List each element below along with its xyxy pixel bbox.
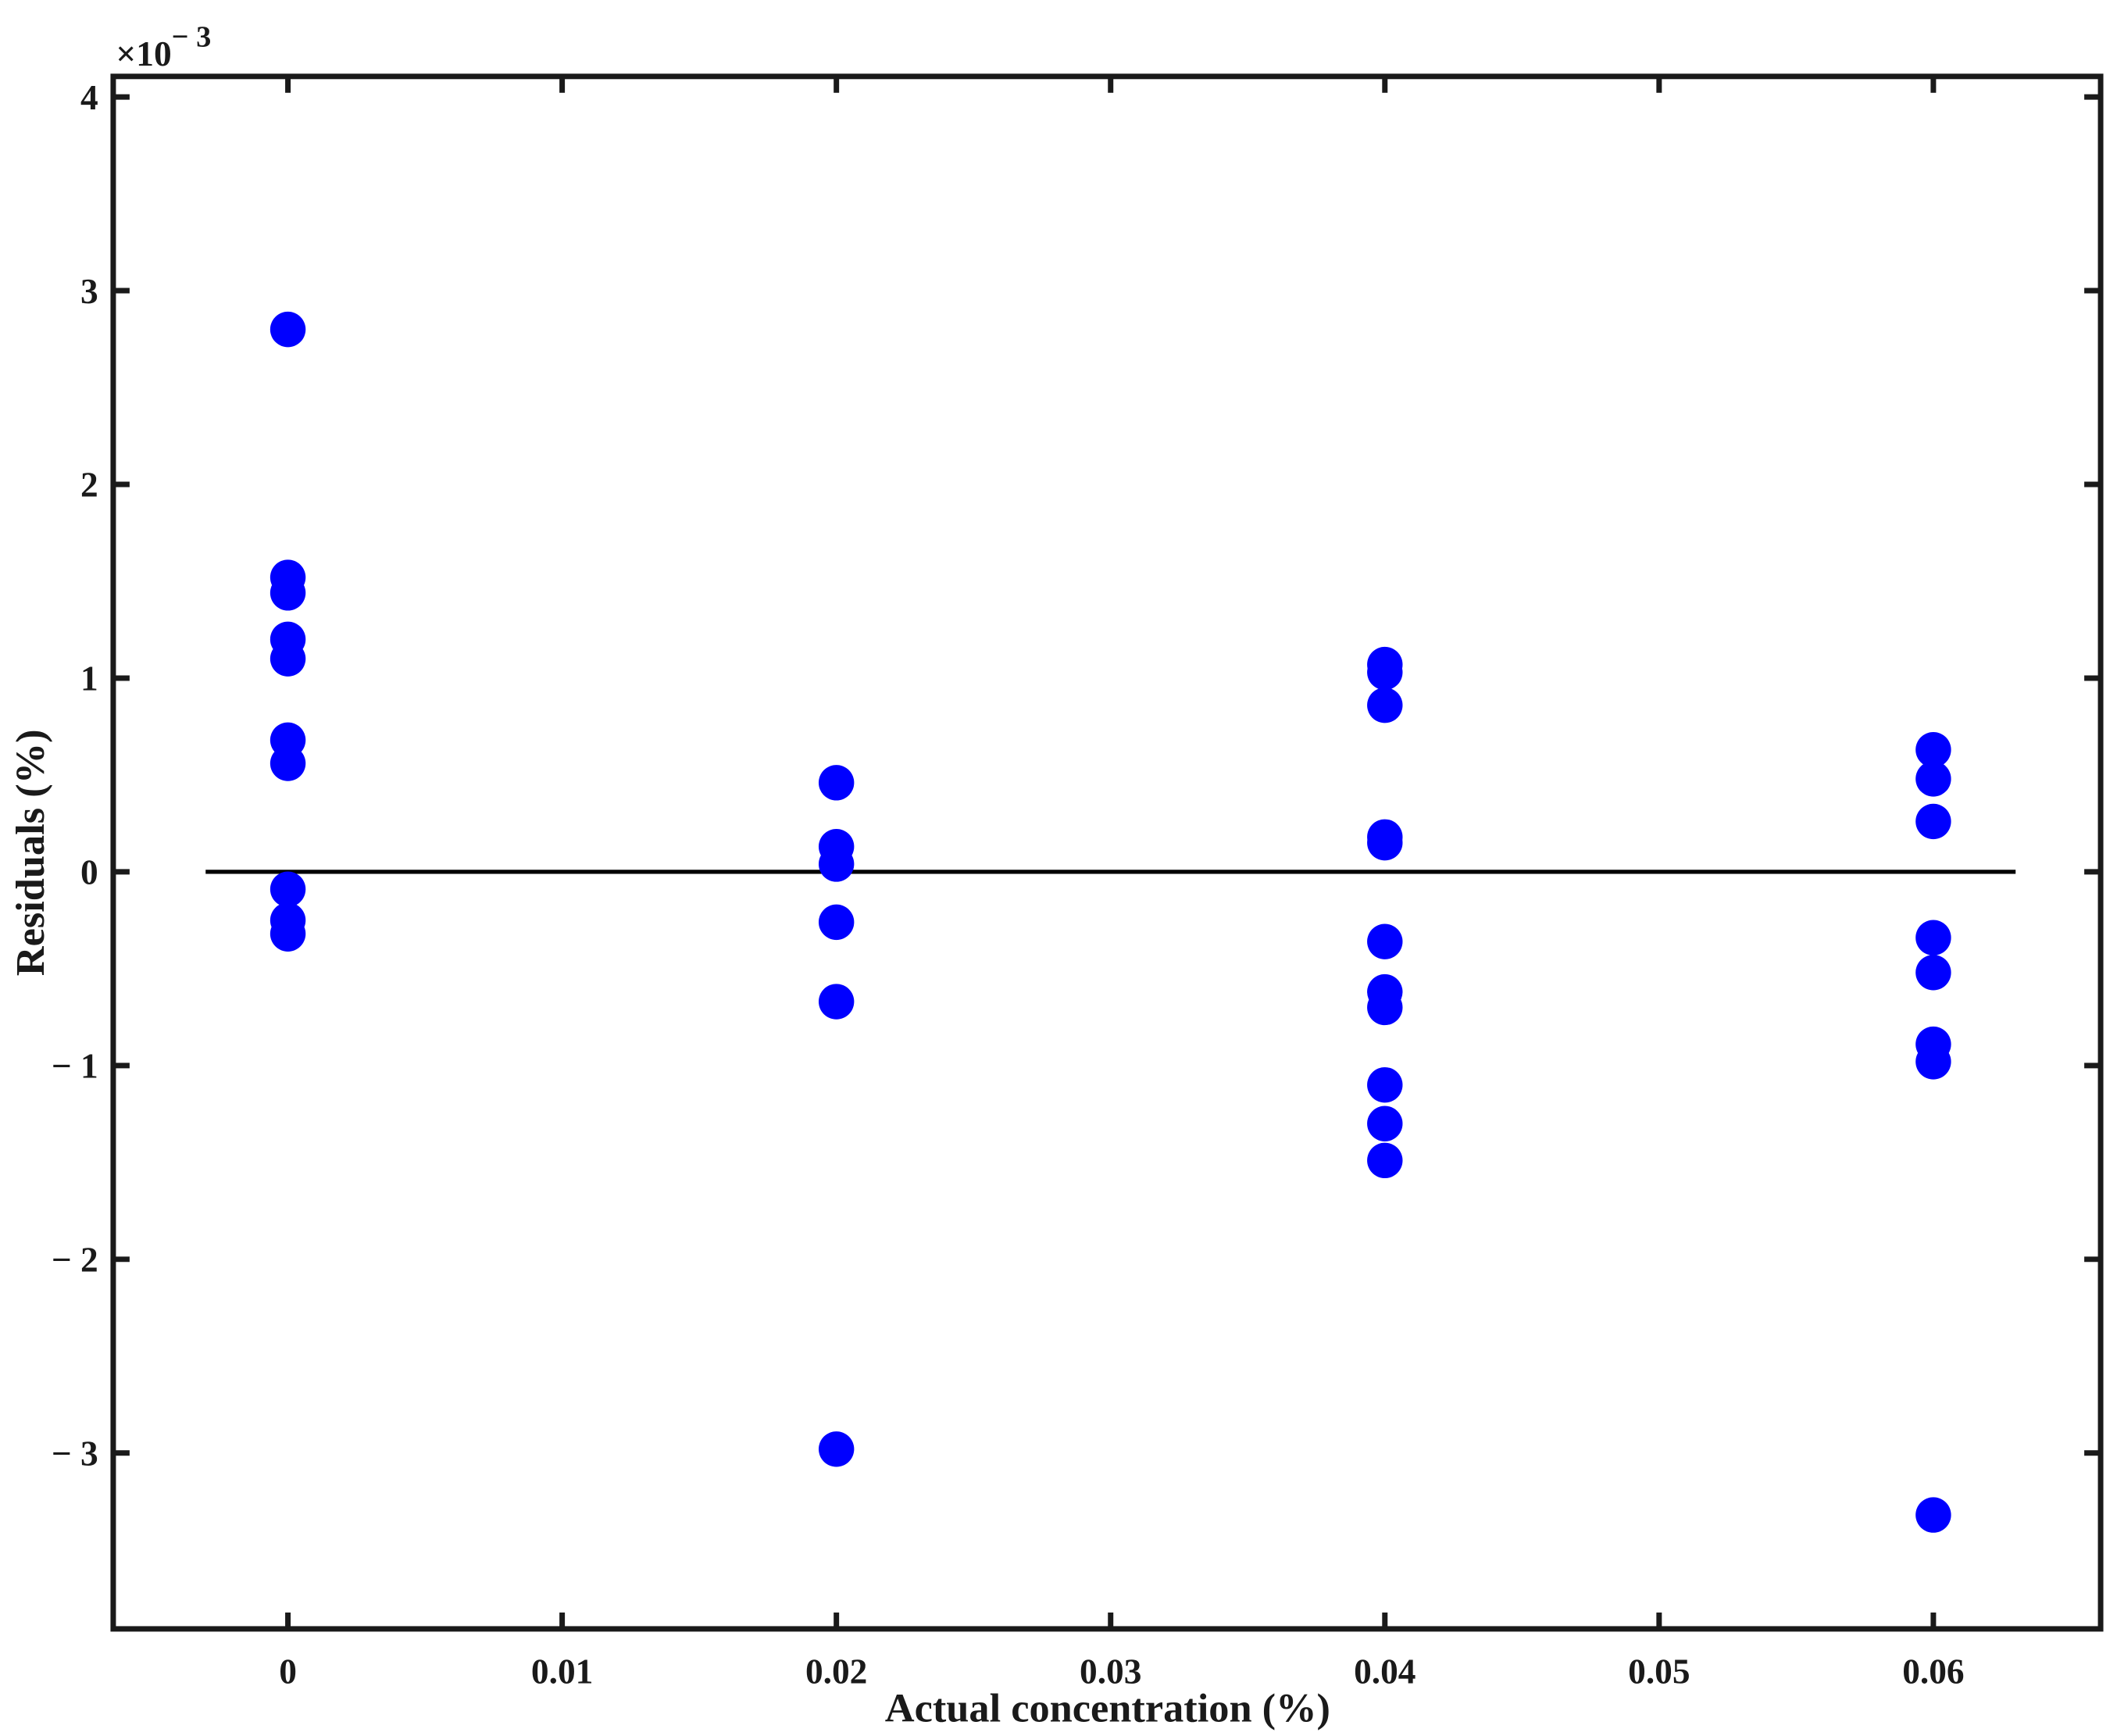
y-tick-label: − 3 [52, 1434, 98, 1473]
y-tick-label: 2 [80, 466, 98, 505]
point [1915, 761, 1951, 797]
point [270, 575, 306, 611]
x-tick-label: 0.05 [1628, 1652, 1690, 1691]
point [1915, 1044, 1951, 1080]
point [270, 641, 306, 677]
point [1915, 803, 1951, 840]
y-tick-label: − 2 [52, 1241, 98, 1280]
y-tick-label: 3 [80, 272, 98, 311]
point [1367, 1142, 1403, 1179]
point [818, 904, 855, 941]
point [1367, 654, 1403, 691]
point [270, 871, 306, 907]
y-tick-label: 4 [80, 78, 98, 117]
y-tick-label: 1 [80, 659, 98, 698]
y-multiplier: ×10− 3 [116, 20, 211, 73]
point [1367, 923, 1403, 959]
point [1915, 731, 1951, 768]
point [1915, 920, 1951, 956]
plot-frame [110, 73, 2104, 1632]
point [818, 984, 855, 1020]
multiplier-base: ×10 [116, 34, 171, 73]
point [1367, 989, 1403, 1026]
point [1915, 1497, 1951, 1533]
x-tick-label: 0 [279, 1652, 297, 1691]
multiplier-exponent: − 3 [172, 20, 212, 53]
point [1367, 687, 1403, 723]
point [270, 745, 306, 781]
x-tick-label: 0.03 [1080, 1652, 1141, 1691]
point [1367, 1106, 1403, 1141]
point [1367, 1066, 1403, 1103]
point [270, 916, 306, 952]
point [270, 311, 306, 348]
y-tick-label: − 1 [52, 1047, 98, 1086]
x-tick-label: 0.04 [1354, 1652, 1415, 1691]
x-tick-label: 0.01 [531, 1652, 593, 1691]
point [1915, 955, 1951, 991]
point [818, 1431, 855, 1467]
point [818, 846, 855, 882]
point [1367, 825, 1403, 861]
x-axis-label: Actual concentration (%) [885, 1686, 1330, 1731]
point [818, 765, 855, 801]
x-tick-label: 0.06 [1902, 1652, 1964, 1691]
x-tick-label: 0.02 [805, 1652, 867, 1691]
y-axis-label: Residuals (%) [8, 729, 53, 976]
y-tick-label: 0 [80, 853, 98, 892]
